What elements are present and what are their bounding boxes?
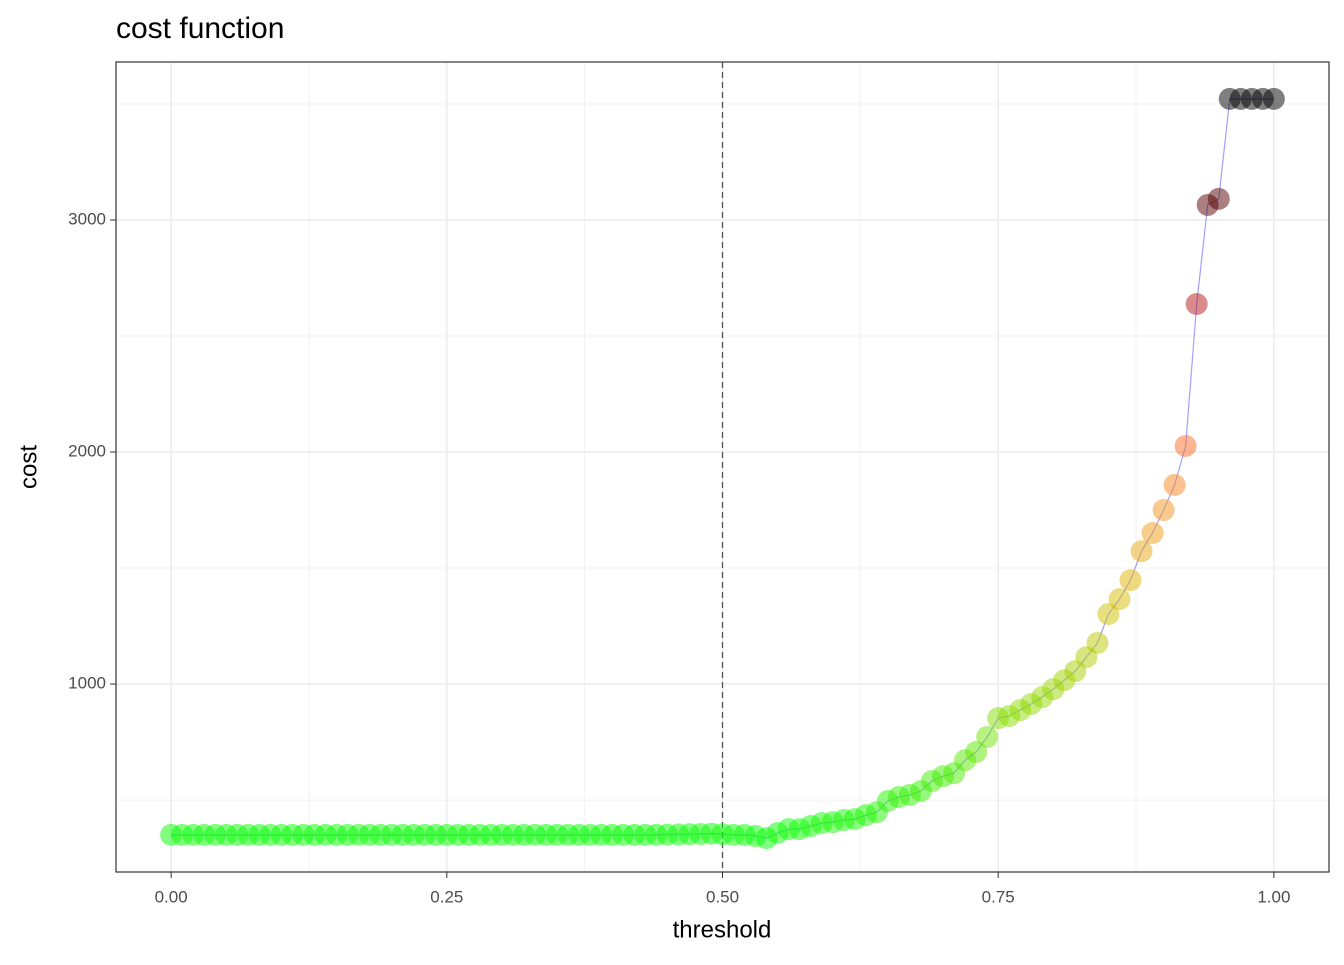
point [1108, 588, 1131, 611]
x-tick-label: 0.75 [982, 887, 1015, 906]
x-tick-label: 0.25 [430, 887, 463, 906]
x-tick-label: 1.00 [1257, 887, 1290, 906]
y-tick-label: 1000 [68, 674, 106, 693]
y-tick-label: 2000 [68, 442, 106, 461]
point [1262, 87, 1285, 110]
y-tick-label: 3000 [68, 209, 106, 228]
panel-border [115, 61, 1330, 873]
point [1163, 473, 1186, 496]
point [1174, 435, 1197, 458]
x-tick-label: 0.50 [706, 887, 739, 906]
point [1130, 540, 1153, 563]
point [1119, 569, 1142, 592]
point [965, 741, 988, 764]
point [1207, 187, 1230, 210]
point [976, 725, 999, 748]
point [1152, 499, 1175, 522]
chart-title: cost function [116, 12, 284, 45]
y-axis-label: cost [15, 445, 42, 489]
point [1141, 522, 1164, 545]
x-axis-label: threshold [673, 916, 772, 943]
point [1086, 631, 1109, 654]
x-tick-label: 0.00 [155, 887, 188, 906]
point [1185, 293, 1208, 316]
